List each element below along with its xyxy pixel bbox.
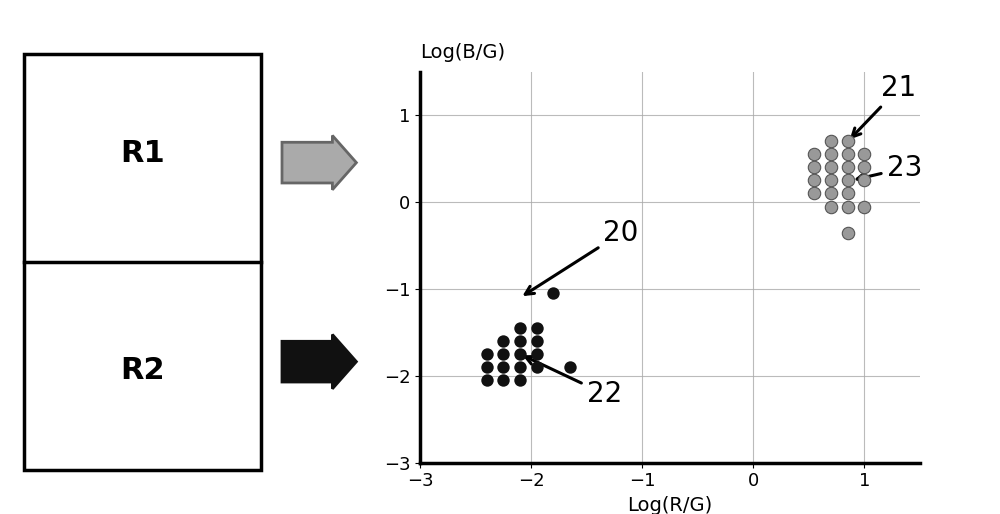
Point (823, 150, 839, 158)
Point (529, 337, 545, 345)
Point (512, 363, 528, 371)
Point (806, 189, 822, 197)
Point (479, 350, 495, 358)
Text: R2: R2 (120, 356, 165, 385)
Point (823, 137, 839, 145)
Point (495, 350, 511, 358)
Point (512, 350, 528, 358)
Point (479, 376, 495, 384)
Bar (24, 54, 261, 470)
X-axis label: Log(R/G): Log(R/G) (627, 496, 713, 514)
Point (495, 337, 511, 345)
Text: Log(B/G): Log(B/G) (420, 43, 505, 62)
Point (512, 324, 528, 332)
FancyArrow shape (282, 136, 356, 190)
Text: 20: 20 (525, 219, 639, 295)
Text: 21: 21 (852, 74, 916, 137)
Text: 22: 22 (526, 357, 622, 408)
Point (529, 324, 545, 332)
Point (545, 289, 561, 298)
Point (823, 163, 839, 172)
Point (529, 363, 545, 371)
Point (840, 163, 856, 172)
Point (495, 363, 511, 371)
Text: 23: 23 (857, 154, 922, 182)
Point (512, 337, 528, 345)
Point (856, 176, 872, 185)
Point (823, 189, 839, 197)
Point (806, 150, 822, 158)
FancyArrow shape (282, 335, 356, 389)
Point (840, 228, 856, 236)
Point (495, 376, 511, 384)
Point (856, 150, 872, 158)
Point (840, 203, 856, 211)
Point (479, 363, 495, 371)
Point (840, 150, 856, 158)
Point (856, 163, 872, 172)
Point (806, 176, 822, 185)
Point (856, 203, 872, 211)
Point (823, 176, 839, 185)
Point (512, 376, 528, 384)
Point (562, 363, 578, 371)
Text: R1: R1 (120, 139, 165, 168)
Point (840, 176, 856, 185)
Point (529, 350, 545, 358)
Point (840, 137, 856, 145)
Point (823, 203, 839, 211)
Point (806, 163, 822, 172)
Point (840, 189, 856, 197)
